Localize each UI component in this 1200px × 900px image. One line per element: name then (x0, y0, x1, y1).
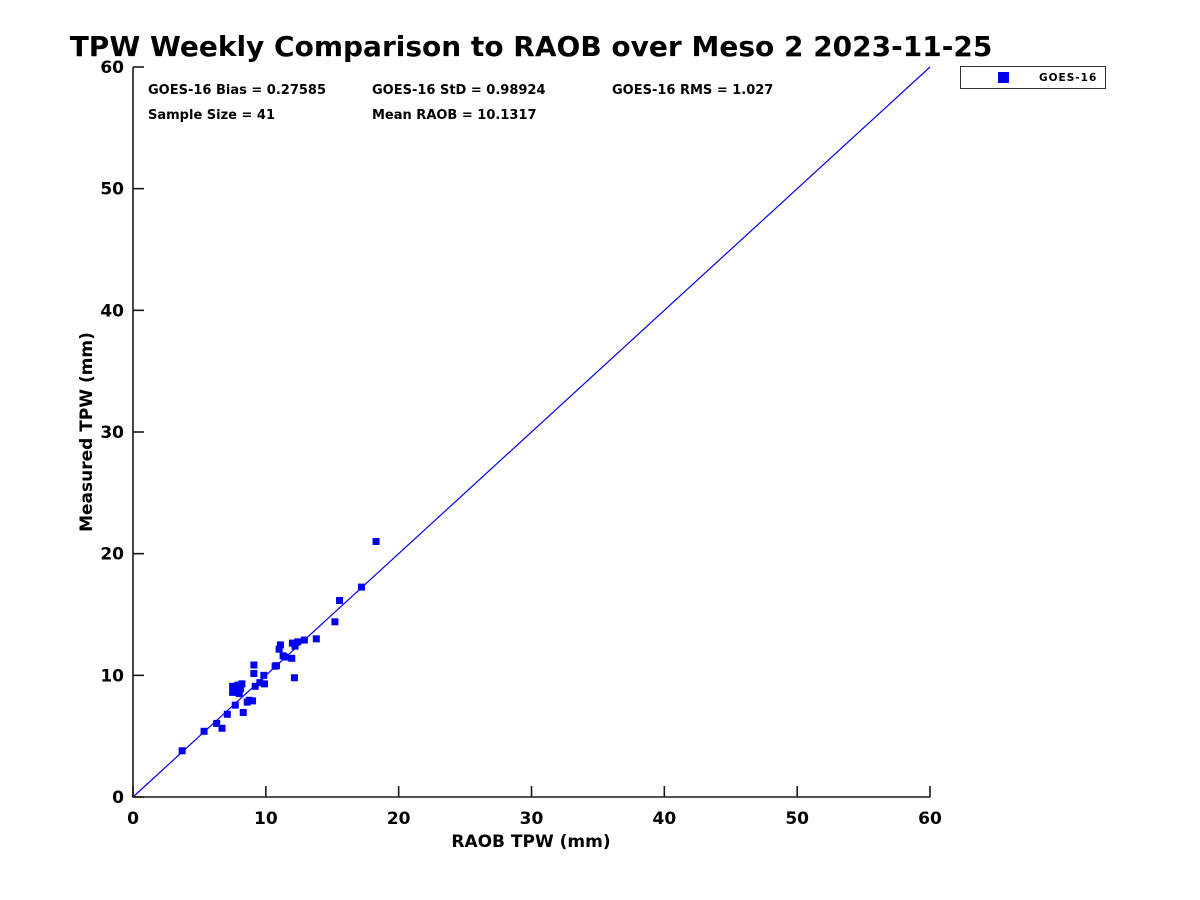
data-point (300, 636, 308, 644)
data-point (238, 680, 246, 688)
y-tick-label: 10 (100, 666, 124, 686)
legend-square-marker-icon (998, 72, 1009, 83)
x-tick-label: 10 (254, 809, 278, 829)
y-tick-label: 30 (100, 423, 124, 443)
y-tick-label: 40 (100, 301, 124, 321)
data-point (229, 682, 237, 690)
data-point (250, 670, 258, 678)
legend: GOES-16 (960, 66, 1106, 89)
data-point (223, 710, 231, 718)
data-point (231, 701, 239, 709)
data-point (288, 654, 296, 662)
data-point (243, 698, 251, 706)
data-point (249, 697, 257, 705)
y-axis-label: Measured TPW (mm) (77, 332, 97, 532)
data-point (336, 597, 344, 605)
y-tick-label: 50 (100, 180, 124, 200)
stat-bias: GOES-16 Bias = 0.27585 (148, 83, 327, 98)
data-point (234, 681, 242, 689)
data-point (218, 724, 226, 732)
x-tick-label: 40 (652, 809, 676, 829)
data-point (372, 538, 380, 545)
x-tick-label: 50 (785, 809, 809, 829)
data-point (294, 638, 302, 646)
data-point (276, 641, 284, 649)
data-point (178, 747, 186, 755)
stat-std: GOES-16 StD = 0.98924 (372, 83, 546, 98)
data-point (290, 674, 298, 682)
data-point (237, 685, 245, 693)
data-point (275, 645, 283, 653)
data-point (256, 679, 264, 687)
data-point (251, 682, 259, 690)
chart-title: TPW Weekly Comparison to RAOB over Meso … (69, 30, 993, 63)
data-point (291, 642, 299, 650)
y-tick-label: 60 (100, 58, 124, 78)
data-point (233, 686, 241, 694)
y-tick-label: 0 (112, 788, 124, 808)
x-tick-label: 20 (387, 809, 411, 829)
x-tick-label: 0 (127, 809, 139, 829)
data-point (200, 727, 208, 735)
data-point (250, 661, 258, 669)
x-axis-label: RAOB TPW (mm) (451, 832, 611, 852)
data-point (331, 618, 339, 626)
data-point (229, 688, 237, 696)
data-point (271, 662, 279, 670)
stat-rms: GOES-16 RMS = 1.027 (612, 83, 774, 98)
data-point (312, 635, 320, 643)
stat-sample-size: Sample Size = 41 (148, 108, 276, 123)
data-point (260, 671, 268, 679)
data-point (261, 680, 269, 688)
legend-label: GOES-16 (1039, 71, 1098, 84)
y-tick-label: 20 (100, 545, 124, 565)
data-point (235, 690, 243, 698)
data-point (357, 583, 365, 591)
x-tick-label: 60 (918, 809, 942, 829)
x-tick-label: 30 (520, 809, 544, 829)
data-point (281, 653, 289, 661)
data-point (213, 719, 221, 727)
data-point (239, 708, 247, 716)
stat-mean-raob: Mean RAOB = 10.1317 (372, 108, 537, 123)
